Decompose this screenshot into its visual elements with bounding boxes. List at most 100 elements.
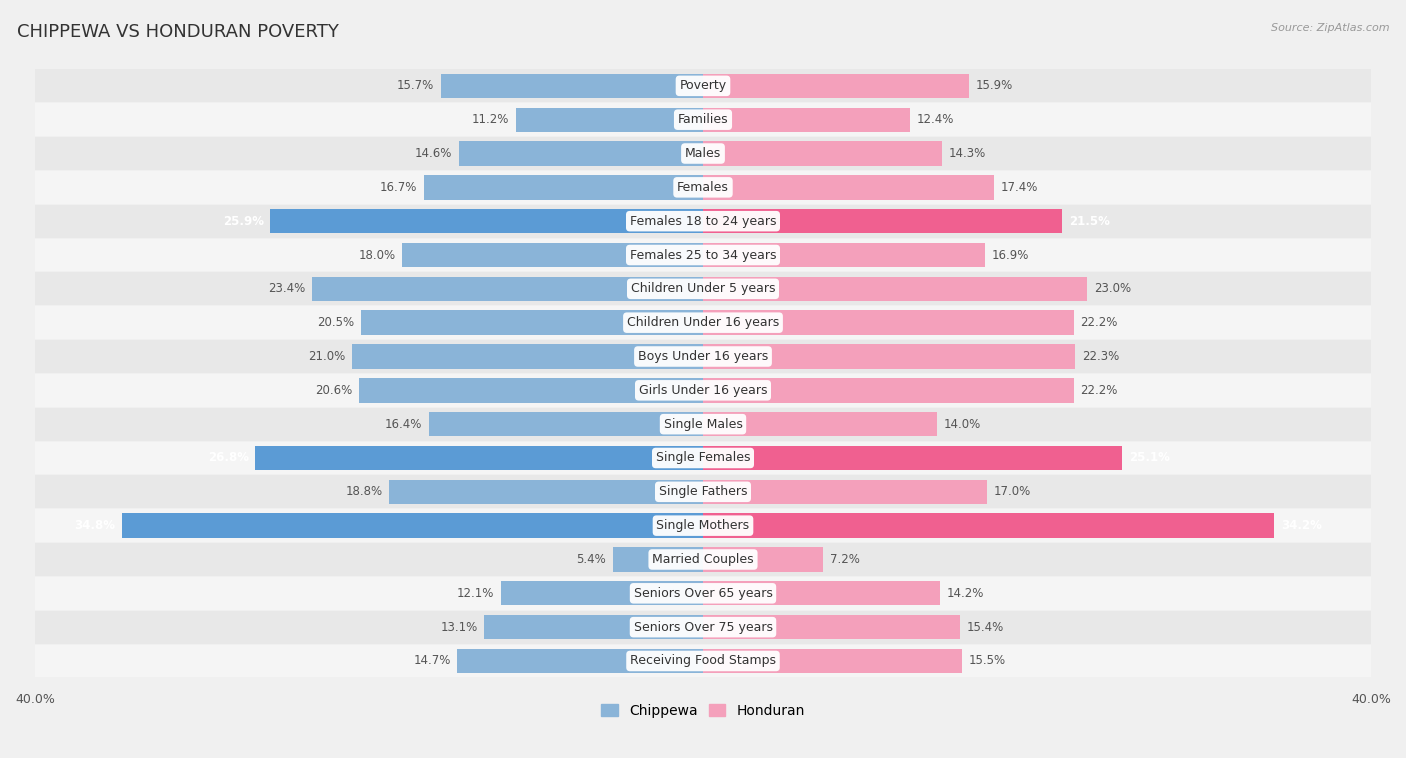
- Text: Girls Under 16 years: Girls Under 16 years: [638, 384, 768, 397]
- Text: 23.4%: 23.4%: [269, 282, 305, 296]
- Text: Females 18 to 24 years: Females 18 to 24 years: [630, 215, 776, 227]
- Text: Single Males: Single Males: [664, 418, 742, 431]
- Bar: [35, 374, 1371, 407]
- Bar: [35, 543, 1371, 576]
- Text: Poverty: Poverty: [679, 80, 727, 92]
- Bar: [35, 509, 1371, 542]
- Text: 34.8%: 34.8%: [75, 519, 115, 532]
- Bar: [35, 137, 1371, 170]
- Bar: [441, 74, 703, 98]
- Text: 14.7%: 14.7%: [413, 654, 451, 668]
- Bar: [35, 611, 1371, 644]
- Bar: [270, 209, 703, 233]
- Bar: [35, 577, 1371, 609]
- Bar: [360, 311, 703, 335]
- Text: 15.7%: 15.7%: [396, 80, 434, 92]
- Bar: [35, 272, 1371, 305]
- Text: 26.8%: 26.8%: [208, 452, 249, 465]
- Bar: [389, 480, 703, 504]
- Text: Single Fathers: Single Fathers: [659, 485, 747, 498]
- Text: 12.4%: 12.4%: [917, 113, 955, 126]
- Text: Seniors Over 75 years: Seniors Over 75 years: [634, 621, 772, 634]
- Text: 25.9%: 25.9%: [222, 215, 264, 227]
- Bar: [703, 480, 987, 504]
- Text: Single Females: Single Females: [655, 452, 751, 465]
- Text: CHIPPEWA VS HONDURAN POVERTY: CHIPPEWA VS HONDURAN POVERTY: [17, 23, 339, 41]
- Bar: [703, 344, 1076, 368]
- Text: 15.4%: 15.4%: [967, 621, 1004, 634]
- Text: Boys Under 16 years: Boys Under 16 years: [638, 350, 768, 363]
- Text: 14.2%: 14.2%: [946, 587, 984, 600]
- Text: 7.2%: 7.2%: [830, 553, 860, 566]
- Text: 21.0%: 21.0%: [308, 350, 346, 363]
- Bar: [501, 581, 703, 606]
- Text: 17.0%: 17.0%: [994, 485, 1031, 498]
- Text: 20.5%: 20.5%: [316, 316, 354, 329]
- Text: 34.2%: 34.2%: [1281, 519, 1322, 532]
- Bar: [35, 442, 1371, 475]
- Text: 13.1%: 13.1%: [440, 621, 478, 634]
- Text: Males: Males: [685, 147, 721, 160]
- Bar: [703, 74, 969, 98]
- Text: 12.1%: 12.1%: [457, 587, 495, 600]
- Text: Females: Females: [678, 181, 728, 194]
- Bar: [35, 306, 1371, 339]
- Bar: [703, 547, 824, 572]
- Text: Seniors Over 65 years: Seniors Over 65 years: [634, 587, 772, 600]
- Text: Married Couples: Married Couples: [652, 553, 754, 566]
- Bar: [35, 103, 1371, 136]
- Bar: [703, 412, 936, 437]
- Bar: [703, 209, 1062, 233]
- Text: 17.4%: 17.4%: [1000, 181, 1038, 194]
- Bar: [703, 243, 986, 267]
- Bar: [703, 277, 1087, 301]
- Text: 18.8%: 18.8%: [346, 485, 382, 498]
- Legend: Chippewa, Honduran: Chippewa, Honduran: [596, 698, 810, 723]
- Bar: [35, 408, 1371, 440]
- Text: 15.9%: 15.9%: [976, 80, 1012, 92]
- Text: 18.0%: 18.0%: [359, 249, 395, 262]
- Text: Source: ZipAtlas.com: Source: ZipAtlas.com: [1271, 23, 1389, 33]
- Bar: [35, 171, 1371, 204]
- Bar: [402, 243, 703, 267]
- Bar: [703, 649, 962, 673]
- Text: 20.6%: 20.6%: [315, 384, 353, 397]
- Bar: [256, 446, 703, 470]
- Bar: [359, 378, 703, 402]
- Bar: [35, 340, 1371, 373]
- Bar: [353, 344, 703, 368]
- Text: 21.5%: 21.5%: [1069, 215, 1109, 227]
- Bar: [703, 513, 1274, 538]
- Text: 16.9%: 16.9%: [993, 249, 1029, 262]
- Bar: [703, 378, 1074, 402]
- Bar: [35, 475, 1371, 509]
- Bar: [35, 644, 1371, 678]
- Text: 16.4%: 16.4%: [385, 418, 422, 431]
- Bar: [613, 547, 703, 572]
- Bar: [122, 513, 703, 538]
- Text: Receiving Food Stamps: Receiving Food Stamps: [630, 654, 776, 668]
- Text: 16.7%: 16.7%: [380, 181, 418, 194]
- Text: Children Under 16 years: Children Under 16 years: [627, 316, 779, 329]
- Bar: [429, 412, 703, 437]
- Text: 22.2%: 22.2%: [1080, 384, 1118, 397]
- Bar: [35, 239, 1371, 271]
- Text: 22.2%: 22.2%: [1080, 316, 1118, 329]
- Bar: [703, 108, 910, 132]
- Text: Children Under 5 years: Children Under 5 years: [631, 282, 775, 296]
- Bar: [484, 615, 703, 639]
- Text: 15.5%: 15.5%: [969, 654, 1005, 668]
- Bar: [703, 141, 942, 166]
- Text: 22.3%: 22.3%: [1083, 350, 1119, 363]
- Text: Single Mothers: Single Mothers: [657, 519, 749, 532]
- Text: Families: Families: [678, 113, 728, 126]
- Bar: [35, 70, 1371, 102]
- Bar: [703, 311, 1074, 335]
- Bar: [703, 615, 960, 639]
- Bar: [703, 175, 994, 199]
- Bar: [516, 108, 703, 132]
- Text: 14.6%: 14.6%: [415, 147, 453, 160]
- Bar: [460, 141, 703, 166]
- Bar: [457, 649, 703, 673]
- Bar: [703, 581, 941, 606]
